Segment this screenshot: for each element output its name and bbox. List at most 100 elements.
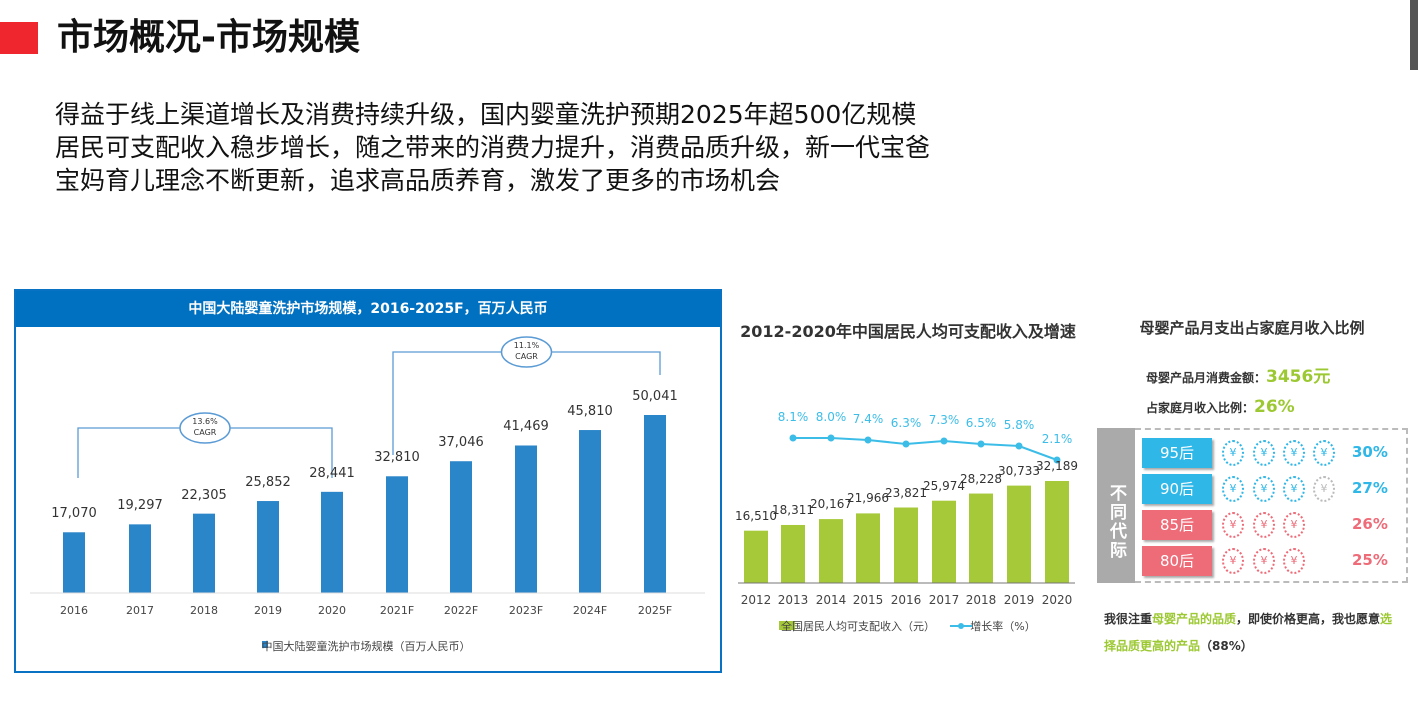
coin-icon: ¥ xyxy=(1313,476,1335,502)
coin-icon: ¥ xyxy=(1253,440,1275,466)
bar xyxy=(257,501,279,593)
x-tick-label: 2019 xyxy=(1003,593,1035,607)
x-tick-label: 2012 xyxy=(740,593,772,607)
bar-value-label: 32,810 xyxy=(374,450,420,466)
note-text: （88%） xyxy=(1200,639,1253,653)
income-bar xyxy=(1045,481,1069,583)
income-value-label: 21,966 xyxy=(847,491,889,506)
growth-line xyxy=(793,437,1058,461)
bar xyxy=(193,513,215,593)
income-bar xyxy=(932,500,956,583)
x-tick-label: 2019 xyxy=(254,604,282,617)
generation-label: 95后 xyxy=(1142,438,1212,468)
x-tick-label: 2021F xyxy=(379,604,415,617)
generation-label: 85后 xyxy=(1142,510,1212,540)
income-bar xyxy=(819,519,843,583)
generation-label: 90后 xyxy=(1142,474,1212,504)
bar xyxy=(386,476,408,593)
bar-value-label: 50,041 xyxy=(632,389,678,404)
bar-value-label: 19,297 xyxy=(117,498,163,514)
income-value-label: 20,167 xyxy=(810,497,852,512)
note-highlight: 选择 xyxy=(1104,612,1393,653)
x-tick-label: 2017 xyxy=(126,604,154,617)
generation-label: 80后 xyxy=(1142,546,1212,576)
cagr-label: CAGR xyxy=(515,352,538,361)
chart-title: 中国大陆婴童洗护市场规模，2016-2025F，百万人民币 xyxy=(16,291,720,327)
growth-label: 6.5% xyxy=(965,416,997,430)
note-highlight: 母婴产品的品质 xyxy=(1152,612,1237,626)
growth-point xyxy=(1015,442,1023,450)
generation-box xyxy=(1135,428,1408,583)
coin-icon: ¥ xyxy=(1253,548,1275,574)
coin-icon: ¥ xyxy=(1222,512,1244,538)
x-tick-label: 2020 xyxy=(318,604,346,617)
income-bar xyxy=(781,524,805,583)
growth-point xyxy=(789,434,797,442)
bar-value-label: 17,070 xyxy=(51,506,97,522)
spend-label: 母婴产品月消费金额： xyxy=(1146,371,1267,385)
legend-label: 全国居民人均可支配收入（元） xyxy=(781,620,935,633)
income-bar xyxy=(894,507,918,583)
growth-point xyxy=(864,436,872,444)
x-tick-label: 2018 xyxy=(965,593,997,607)
growth-label: 6.3% xyxy=(890,416,922,430)
legend-swatch xyxy=(262,641,268,648)
income-chart-title: 2012-2020年中国居民人均可支配收入及增速 xyxy=(740,322,1076,341)
x-tick-label: 2023F xyxy=(508,604,544,617)
income-value-label: 28,228 xyxy=(960,471,1002,486)
coin-icon: ¥ xyxy=(1253,476,1275,502)
scrollbar[interactable] xyxy=(1410,0,1418,70)
income-value-label: 30,733 xyxy=(998,463,1040,478)
coin-icon: ¥ xyxy=(1313,440,1335,466)
coin-icon: ¥ xyxy=(1283,548,1305,574)
coin-icon: ¥ xyxy=(1283,440,1305,466)
income-bar xyxy=(744,530,768,583)
generation-pct: 25% xyxy=(1352,551,1388,569)
legend-label: 中国大陆婴童洗护市场规模（百万人民币） xyxy=(261,640,471,653)
growth-label: 7.3% xyxy=(928,413,960,427)
generation-pct: 30% xyxy=(1352,443,1388,461)
bar-value-label: 28,441 xyxy=(309,465,355,481)
page-title: 市场概况-市场规模 xyxy=(57,17,360,58)
x-tick-label: 2014 xyxy=(815,593,847,607)
cagr-value: 11.1% xyxy=(513,341,540,350)
growth-label: 5.8% xyxy=(1003,418,1035,432)
summary-line-2: 居民可支配收入稳步增长，随之带来的消费力提升，消费品质升级，新一代宝爸 xyxy=(55,133,931,162)
bar-value-label: 37,046 xyxy=(438,435,484,451)
spend-line: 母婴产品月消费金额：3456元 xyxy=(1146,362,1330,387)
generation-pct: 27% xyxy=(1352,479,1388,497)
coin-icon: ¥ xyxy=(1222,440,1244,466)
cagr-label: CAGR xyxy=(193,428,217,437)
bar-value-label: 45,810 xyxy=(567,404,613,420)
generation-side-label: 不同代际 xyxy=(1097,428,1135,583)
bar-value-label: 41,469 xyxy=(503,419,549,435)
growth-label: 8.1% xyxy=(777,410,809,424)
income-value-label: 25,974 xyxy=(923,478,965,493)
ratio-line: 占家庭月收入比例：26% xyxy=(1146,397,1295,417)
cagr-bubble xyxy=(500,336,553,368)
income-value-label: 23,821 xyxy=(885,485,927,500)
spend-chart-title: 母婴产品月支出占家庭月收入比例 xyxy=(1139,319,1365,337)
income-bar xyxy=(969,493,993,583)
x-tick-label: 2024F xyxy=(572,604,608,617)
legend-label: 增长率（%） xyxy=(970,620,1036,633)
ratio-label: 占家庭月收入比例： xyxy=(1146,401,1255,415)
growth-label: 2.1% xyxy=(1041,432,1073,446)
note-text: ，即使价格更高，我也愿意 xyxy=(1236,612,1381,626)
bar xyxy=(321,491,343,593)
income-value-label: 16,510 xyxy=(735,508,777,523)
note-text: 我很注重 xyxy=(1104,612,1153,626)
growth-point xyxy=(902,440,910,448)
coin-icon: ¥ xyxy=(1222,548,1244,574)
growth-label: 7.4% xyxy=(852,412,884,426)
bar xyxy=(129,524,151,593)
x-tick-label: 2020 xyxy=(1041,593,1073,607)
x-tick-label: 2018 xyxy=(190,604,218,617)
bar xyxy=(644,415,666,593)
bar xyxy=(579,430,601,593)
bar xyxy=(450,461,472,593)
summary-line-1: 得益于线上渠道增长及消费持续升级，国内婴童洗护预期2025年超500亿规模 xyxy=(55,100,917,129)
x-tick-label: 2017 xyxy=(928,593,960,607)
market-size-chart: 中国大陆婴童洗护市场规模，2016-2025F，百万人民币 xyxy=(14,289,722,673)
